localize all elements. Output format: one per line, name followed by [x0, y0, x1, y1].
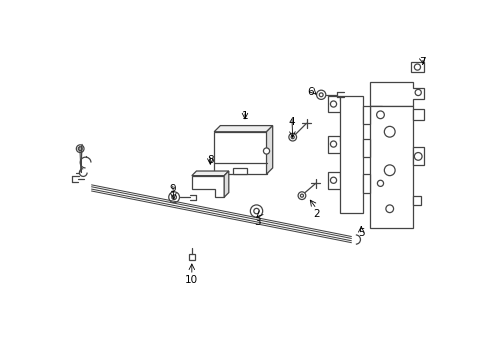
- Circle shape: [317, 90, 326, 99]
- Polygon shape: [192, 171, 229, 176]
- Polygon shape: [328, 136, 351, 153]
- Text: 2: 2: [313, 209, 320, 219]
- Text: 3: 3: [254, 217, 261, 227]
- Bar: [189, 254, 195, 260]
- Text: 8: 8: [207, 155, 214, 165]
- Polygon shape: [328, 172, 351, 189]
- Polygon shape: [370, 82, 424, 106]
- Polygon shape: [370, 106, 413, 228]
- Text: 10: 10: [185, 275, 198, 285]
- Text: 5: 5: [358, 228, 365, 238]
- Polygon shape: [214, 126, 273, 132]
- Polygon shape: [413, 195, 420, 205]
- Circle shape: [298, 192, 306, 199]
- Text: 7: 7: [419, 58, 425, 67]
- Polygon shape: [370, 106, 382, 116]
- Polygon shape: [413, 109, 424, 120]
- Polygon shape: [192, 176, 224, 197]
- Circle shape: [289, 133, 296, 141]
- Bar: [214, 132, 267, 174]
- Bar: [411, 62, 424, 72]
- Text: 9: 9: [169, 184, 176, 194]
- Polygon shape: [267, 126, 273, 174]
- Circle shape: [250, 205, 263, 217]
- Polygon shape: [233, 168, 247, 174]
- Polygon shape: [413, 147, 424, 165]
- Polygon shape: [224, 171, 229, 197]
- Text: 6: 6: [307, 87, 314, 97]
- Text: 1: 1: [242, 111, 248, 121]
- Text: 4: 4: [289, 117, 295, 127]
- Polygon shape: [363, 139, 370, 157]
- Circle shape: [264, 148, 270, 154]
- Polygon shape: [363, 106, 370, 124]
- Polygon shape: [363, 174, 370, 193]
- Polygon shape: [328, 95, 351, 112]
- Circle shape: [169, 192, 179, 203]
- Polygon shape: [340, 95, 363, 213]
